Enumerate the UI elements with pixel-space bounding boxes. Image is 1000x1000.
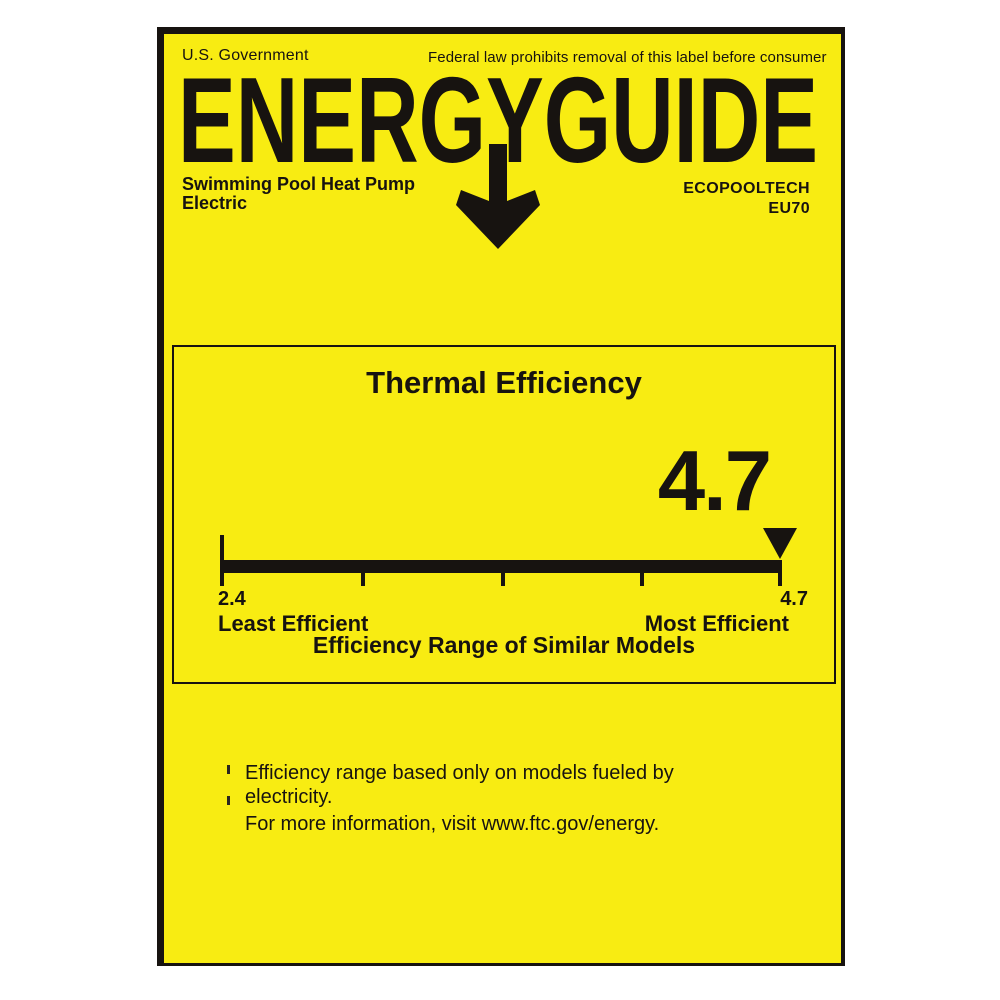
footnote-fuel-line2: electricity.	[245, 786, 333, 808]
brand-name: ECOPOOLTECH	[683, 180, 810, 197]
bullet-dash-icon	[227, 796, 230, 805]
down-arrow-icon	[456, 144, 540, 249]
scale-tick	[640, 571, 644, 586]
footnote-fuel-line1: Efficiency range based only on models fu…	[245, 762, 674, 784]
product-type-line1: Swimming Pool Heat Pump	[182, 174, 416, 194]
product-type-block: Swimming Pool Heat Pump Electric	[182, 175, 415, 213]
scale-tick-min	[220, 535, 224, 586]
panel-title: Thermal Efficiency	[366, 365, 642, 400]
thermal-efficiency-panel: Thermal Efficiency 4.7 2.4 Least Efficie…	[172, 345, 836, 684]
scale-tick-max	[778, 560, 782, 586]
efficiency-scale-bar	[223, 560, 782, 573]
efficiency-marker-triangle-icon	[763, 528, 797, 559]
federal-law-notice: Federal law prohibits removal of this la…	[428, 49, 827, 66]
scale-max-value: 4.7	[780, 588, 808, 610]
efficiency-value: 4.7	[657, 434, 772, 529]
energyguide-label: U.S. Government Federal law prohibits re…	[157, 27, 845, 966]
bullet-dash-icon	[227, 765, 230, 774]
most-efficient-label: Most Efficient	[644, 611, 789, 636]
us-government-text: U.S. Government	[182, 47, 309, 64]
model-number: EU70	[768, 200, 810, 217]
scale-tick	[501, 571, 505, 586]
footnote-fuel: Efficiency range based only on models fu…	[245, 761, 674, 809]
least-efficient-label: Least Efficient	[218, 611, 369, 636]
efficiency-range-caption: Efficiency Range of Similar Models	[312, 632, 696, 658]
scale-min-value: 2.4	[218, 588, 246, 610]
product-type-line2: Electric	[182, 193, 248, 213]
brand-model-block: ECOPOOLTECH EU70	[683, 179, 810, 219]
scale-tick	[361, 571, 365, 586]
footnote-more-info: For more information, visit www.ftc.gov/…	[245, 813, 660, 835]
